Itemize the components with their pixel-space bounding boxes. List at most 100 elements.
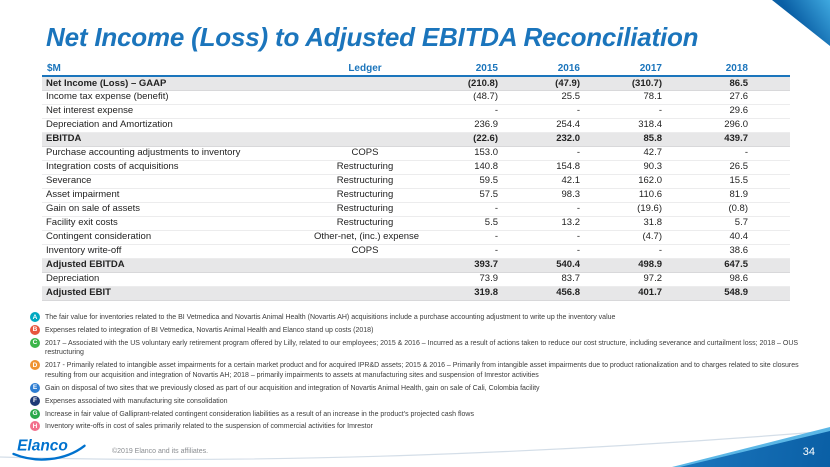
value-cell: - [576,231,580,243]
row-label: Purchase accounting adjustments to inven… [46,147,241,159]
table-row: Depreciation and Amortization 236.9 254.4 3… [42,118,790,132]
footnote-text: 2017 - Primarily related to intangible a… [45,362,799,379]
footnote-item: H Inventory write-offs in cost of sales p… [30,421,804,432]
row-label: Gain on sale of assets [46,203,140,215]
value-cell: 78.1 [643,91,663,103]
footnote-text: Gain on disposal of two sites that we pr… [45,384,540,392]
value-cell: 85.8 [584,132,666,146]
row-label-cell: BIntegration costs of acquisitions [42,160,310,174]
ledger-cell [310,118,420,132]
summary-row: EBITDA (22.6) 232.0 85.8 439.7 [42,132,790,146]
value-cell: 73.9 [479,273,499,285]
footnote-item: C 2017 – Associated with the US voluntary… [30,337,804,358]
ledger-cell [310,286,420,300]
value-cell: 38.6 [729,245,749,257]
table-row: BIntegration costs of acquisitions Restru… [42,160,790,174]
ledger-cell: Restructuring [336,175,394,187]
column-header: 2016 [502,62,584,77]
value-cell: - [576,147,580,159]
ledger-cell [310,90,420,104]
table-body: Net Income (Loss) – GAAP (210.8) (47.9) (31… [42,76,790,300]
value-cell: 162.0 [638,175,662,187]
row-label-cell: Depreciation and Amortization [42,118,310,132]
footnote-marker-b-badge: B [30,324,40,335]
ledger-cell: Restructuring [336,217,394,229]
value-cell: (22.6) [420,132,502,146]
footnote-text: The fair value for inventories related t… [45,314,616,321]
value-cell: 319.8 [420,286,502,300]
value-cell: - [576,105,580,117]
table-row: APurchase accounting adjustments to inve… [42,146,790,160]
table-row: FFacility exit costs Restructuring 5.5 13.2… [42,216,790,230]
row-label-cell: Net interest expense [42,104,310,118]
value-cell: (48.7) [473,91,498,103]
value-cell: 110.6 [638,189,662,201]
value-cell: 97.2 [643,273,663,285]
footnote-text: Inventory write-offs in cost of sales pr… [45,423,373,431]
value-cell: 90.3 [643,161,663,173]
row-label: Adjusted EBITDA [46,259,125,271]
footnote-marker-d-badge: D [30,360,40,371]
value-cell: 57.5 [479,189,499,201]
value-cell: 42.7 [643,147,663,159]
footnote-item: G Increase in fair value of Galliprant-re… [30,408,804,419]
row-label: Depreciation and Amortization [46,119,173,131]
row-label: Inventory write-off [46,245,122,257]
elanco-logo: Elanco [12,437,86,461]
value-cell: 98.3 [561,189,581,201]
value-cell: 456.8 [502,286,584,300]
value-cell: - [494,231,498,243]
value-cell: 81.9 [729,189,749,201]
footnote-marker-a-badge: A [30,312,40,322]
ledger-cell: Restructuring [336,189,394,201]
value-cell: (4.7) [642,231,662,243]
value-cell: - [494,245,498,257]
row-label: Net interest expense [46,105,134,117]
value-cell: (47.9) [502,76,584,90]
table-row: CSeverance Restructuring 59.5 42.1 162.0 15.5 [42,174,790,188]
row-label: Net Income (Loss) – GAAP [46,77,167,89]
ledger-cell [310,258,420,272]
row-label: EBITDA [46,133,82,145]
page-title: Net Income (Loss) to Adjusted EBITDA Rec… [46,22,699,52]
ledger-cell: Other-net, (inc.) expense [314,231,420,243]
value-cell: - [494,105,498,117]
table-row: DAsset impairment Restructuring 57.5 98.3 11… [42,188,790,202]
column-header: 2018 [666,62,790,77]
footnote-text: 2017 – Associated with the US voluntary … [45,339,799,357]
value-cell: 13.2 [561,217,581,229]
value-cell: 439.7 [666,132,790,146]
ledger-cell [310,104,420,118]
value-cell: 83.7 [561,273,581,285]
value-cell: 393.7 [420,258,502,272]
table-row: Depreciation 73.9 83.7 97.2 98.6 [42,272,790,286]
value-cell: 27.6 [729,91,749,103]
table-header: $M Ledger 2015 2016 2017 2018 [42,62,790,77]
ledger-cell [310,272,420,286]
value-cell: (19.6) [637,203,662,215]
page-number: 34 [802,446,815,458]
footnote-item: A The fair value for inventories related … [30,312,804,322]
value-cell: 296.0 [724,119,748,131]
table-row: GContingent consideration Other-net, (inc… [42,230,790,244]
value-cell: 40.4 [729,231,749,243]
summary-row: Net Income (Loss) – GAAP (210.8) (47.9) (31… [42,76,790,90]
logo-swoosh [12,444,86,461]
value-cell: - [494,203,498,215]
table-row: Net interest expense - - - 29.6 [42,104,790,118]
row-label: Adjusted EBIT [46,287,111,299]
value-cell: 59.5 [479,175,499,187]
value-cell: 498.9 [584,258,666,272]
footnote-item: F Expenses associated with manufacturing … [30,395,804,406]
value-cell: - [658,245,662,257]
ledger-cell: COPS [351,147,379,159]
summary-row: Adjusted EBITDA 393.7 540.4 498.9 647.5 [42,258,790,272]
row-label-cell: EBITDA [42,132,310,146]
row-label-cell: GContingent consideration [42,230,310,244]
ledger-cell: Restructuring [336,203,394,215]
row-label-cell: Net Income (Loss) – GAAP [42,76,310,90]
row-label-cell: Adjusted EBITDA [42,258,310,272]
